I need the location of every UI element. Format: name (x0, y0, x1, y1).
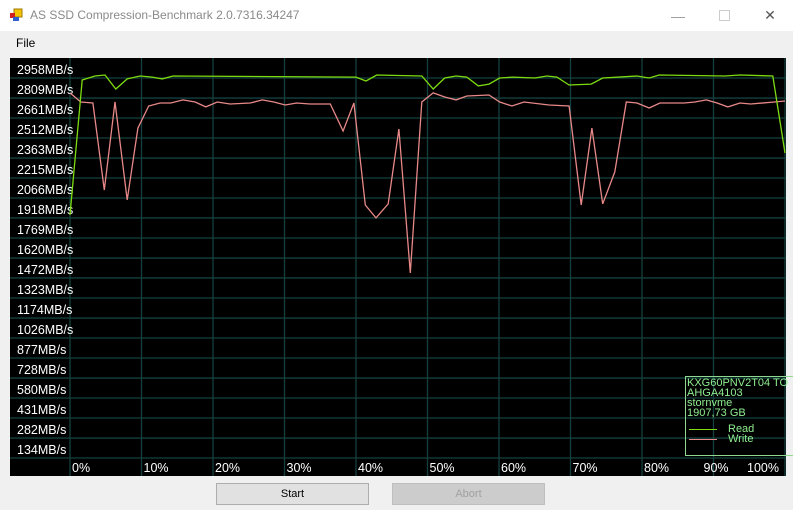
y-tick-label: 282MB/s (17, 423, 66, 437)
app-icon (10, 8, 23, 21)
y-tick-label: 1026MB/s (17, 323, 73, 337)
y-tick-label: 580MB/s (17, 383, 66, 397)
x-tick-label: 30% (287, 461, 312, 475)
y-tick-label: 2809MB/s (17, 83, 73, 97)
y-tick-label: 431MB/s (17, 403, 66, 417)
x-tick-label: 40% (358, 461, 383, 475)
y-tick-label: 1174MB/s (17, 303, 72, 317)
maximize-icon (718, 10, 730, 21)
y-tick-label: 2066MB/s (17, 183, 73, 197)
y-tick-label: 134MB/s (17, 443, 66, 457)
legend-firmware: AHGA4103 (687, 387, 743, 399)
window-title: AS SSD Compression-Benchmark 2.0.7316.34… (30, 8, 300, 22)
legend-read: Read (687, 424, 793, 435)
minimize-icon: — (671, 7, 685, 24)
x-tick-label: 0% (72, 461, 90, 475)
title-bar: AS SSD Compression-Benchmark 2.0.7316.34… (0, 0, 793, 31)
y-tick-label: 2363MB/s (17, 143, 73, 157)
chart-legend: KXG60PNV2T04 TO AHGA4103 stornvme 1907,7… (685, 376, 793, 456)
y-tick-label: 2215MB/s (17, 163, 73, 177)
legend-read-swatch (689, 429, 717, 430)
y-tick-label: 877MB/s (17, 343, 66, 357)
y-tick-label: 1323MB/s (17, 283, 73, 297)
y-tick-label: 1472MB/s (17, 263, 73, 277)
benchmark-chart: 2958MB/s 2809MB/s 2661MB/s 2512MB/s 2363MB/s… (10, 58, 786, 476)
maximize-button[interactable] (701, 0, 747, 31)
y-tick-label: 2958MB/s (17, 63, 73, 77)
x-tick-label: 80% (644, 461, 669, 475)
menu-file[interactable]: File (16, 36, 36, 50)
minimize-button[interactable]: — (655, 0, 701, 31)
abort-button[interactable]: Abort (392, 483, 545, 505)
y-tick-label: 2512MB/s (17, 123, 73, 137)
legend-write-swatch (689, 439, 717, 440)
legend-size: 1907,73 GB (687, 407, 746, 419)
x-tick-label: 60% (501, 461, 526, 475)
close-icon: ✕ (764, 7, 776, 23)
x-tick-label: 20% (215, 461, 240, 475)
legend-device: KXG60PNV2T04 TO (687, 377, 789, 389)
y-tick-label: 1620MB/s (17, 243, 73, 257)
y-tick-label: 728MB/s (17, 363, 66, 377)
start-button[interactable]: Start (216, 483, 369, 505)
series-line-read (69, 74, 786, 216)
legend-driver: stornvme (687, 397, 733, 409)
x-tick-label: 10% (144, 461, 169, 475)
x-tick-label: 90% (704, 461, 729, 475)
close-button[interactable]: ✕ (747, 0, 793, 31)
y-tick-label: 1769MB/s (17, 223, 73, 237)
legend-write: Write (687, 434, 793, 445)
x-tick-label: 70% (573, 461, 598, 475)
menu-bar: File (0, 31, 793, 55)
series-line-write (69, 92, 786, 274)
y-tick-label: 1918MB/s (17, 203, 73, 217)
y-tick-label: 2661MB/s (17, 103, 73, 117)
x-tick-label: 100% (747, 461, 779, 475)
x-tick-label: 50% (430, 461, 455, 475)
